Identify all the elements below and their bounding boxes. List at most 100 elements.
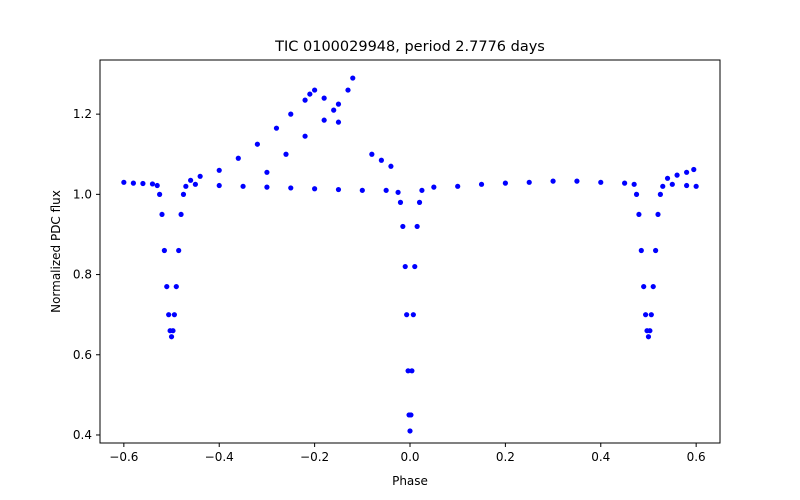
data-point	[636, 211, 642, 218]
x-tick-label: 0.6	[687, 450, 706, 464]
data-point	[655, 211, 661, 218]
data-point	[161, 247, 167, 254]
data-point	[288, 111, 294, 117]
data-point	[216, 182, 222, 189]
data-point	[335, 101, 342, 107]
data-point	[183, 183, 189, 189]
data-point	[345, 87, 351, 93]
data-point	[478, 181, 485, 187]
y-axis-ticks: 0.4 0.6 0.8 1.0 1.2	[73, 107, 100, 442]
data-point	[149, 181, 156, 187]
x-axis-label: Phase	[392, 474, 428, 488]
data-point	[650, 283, 656, 290]
data-point	[359, 187, 365, 193]
data-point	[416, 199, 423, 205]
data-point	[168, 334, 175, 340]
data-point	[321, 95, 327, 101]
data-point	[574, 178, 580, 184]
data-points	[121, 75, 699, 434]
data-point	[633, 191, 640, 197]
data-point	[171, 312, 177, 318]
data-point	[197, 173, 203, 179]
data-point	[404, 312, 410, 318]
data-point	[502, 180, 508, 186]
data-point	[216, 167, 222, 173]
data-point	[302, 133, 308, 139]
data-point	[669, 181, 675, 187]
data-point	[405, 368, 411, 374]
data-point	[414, 223, 420, 230]
data-point	[121, 179, 127, 185]
data-point	[645, 334, 652, 340]
data-point	[240, 183, 246, 189]
data-point	[455, 183, 461, 189]
data-point	[180, 191, 187, 197]
data-point	[378, 157, 384, 163]
data-point	[321, 117, 327, 123]
data-point	[684, 182, 690, 189]
data-point	[157, 191, 163, 197]
data-point	[302, 97, 308, 103]
data-point	[312, 87, 318, 93]
data-point	[288, 185, 294, 191]
data-point	[130, 180, 136, 186]
x-axis-ticks: −0.6 −0.4 −0.2 0.0 0.2 0.4 0.6	[109, 443, 706, 464]
data-point	[598, 179, 604, 185]
data-point	[638, 247, 644, 254]
x-tick-label: −0.6	[109, 450, 138, 464]
data-point	[643, 312, 649, 318]
data-point	[402, 263, 408, 270]
plot-frame	[99, 59, 721, 444]
data-point	[653, 247, 659, 254]
data-point	[264, 169, 270, 175]
x-tick-label: 0.0	[400, 450, 419, 464]
data-point	[691, 166, 697, 173]
data-point	[335, 186, 342, 193]
data-point	[684, 169, 690, 175]
data-point	[254, 141, 260, 147]
data-point	[622, 180, 628, 186]
y-tick-label: 0.6	[73, 348, 92, 362]
data-point	[397, 199, 404, 205]
x-tick-label: 0.2	[496, 450, 515, 464]
y-tick-label: 0.4	[73, 428, 92, 442]
data-point	[164, 283, 170, 290]
data-point	[159, 211, 165, 218]
data-point	[312, 186, 318, 192]
data-point	[408, 412, 414, 418]
data-point	[664, 175, 671, 181]
data-point	[283, 151, 289, 157]
data-point	[166, 312, 172, 318]
data-point	[235, 155, 241, 161]
data-point	[648, 312, 654, 318]
data-point	[170, 328, 176, 334]
data-point	[409, 368, 415, 374]
data-point	[407, 428, 413, 434]
data-point	[154, 182, 160, 189]
data-point	[192, 181, 198, 187]
data-point	[657, 191, 663, 197]
data-point	[273, 125, 280, 131]
chart-title: TIC 0100029948, period 2.7776 days	[274, 39, 545, 55]
data-point	[526, 179, 532, 185]
data-point	[400, 223, 406, 230]
y-tick-label: 1.2	[73, 107, 92, 121]
x-tick-label: −0.2	[300, 450, 329, 464]
y-tick-label: 0.8	[73, 268, 92, 282]
data-point	[631, 181, 637, 187]
data-point	[307, 91, 313, 97]
x-tick-label: −0.4	[205, 450, 234, 464]
data-point	[188, 177, 194, 183]
data-point	[395, 189, 401, 195]
data-point	[388, 163, 394, 169]
data-point	[173, 283, 179, 290]
data-point	[674, 172, 680, 178]
data-point	[410, 312, 416, 318]
data-point	[178, 211, 184, 218]
data-point	[412, 263, 418, 270]
x-tick-label: 0.4	[591, 450, 610, 464]
data-point	[431, 184, 437, 190]
data-point	[647, 328, 653, 334]
data-point	[693, 183, 699, 189]
